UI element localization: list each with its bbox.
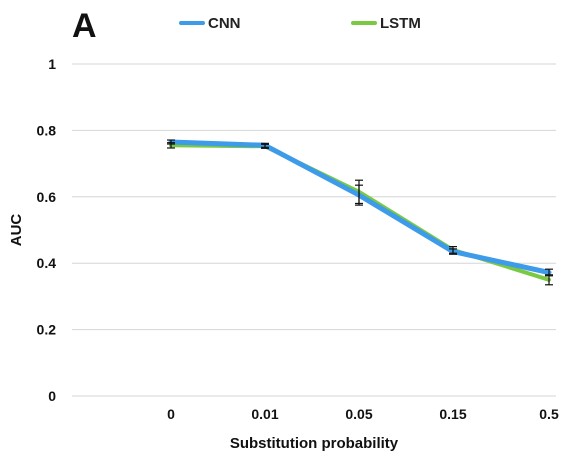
x-tick-label: 0.15 [439, 406, 466, 422]
error-bar-cnn [167, 139, 175, 145]
legend-label-cnn: CNN [208, 15, 241, 32]
error-bars [167, 139, 553, 286]
y-tick-label: 1 [48, 56, 56, 72]
x-axis-title: Substitution probability [230, 435, 399, 452]
legend-label-lstm: LSTM [380, 15, 421, 32]
legend: CNN LSTM [179, 15, 421, 32]
x-tick-label: 0 [167, 406, 175, 422]
error-bar-cnn [545, 268, 553, 277]
y-tick-label: 0.2 [37, 322, 57, 338]
x-tick-label: 0.01 [251, 406, 278, 422]
error-bar-cnn [449, 248, 457, 255]
x-tick-labels: 0 0.01 0.05 0.15 0.5 [167, 406, 559, 422]
panel-label: A [72, 7, 97, 45]
y-tick-label: 0 [48, 388, 56, 404]
series-lines [168, 139, 552, 282]
y-tick-labels: 0 0.2 0.4 0.6 0.8 1 [37, 56, 57, 404]
y-axis-title: AUC [8, 214, 25, 247]
y-tick-label: 0.8 [37, 122, 57, 138]
x-tick-label: 0.05 [345, 406, 372, 422]
y-tick-label: 0.6 [37, 189, 57, 205]
error-bar-cnn [261, 142, 269, 148]
grid-lines [72, 63, 556, 397]
series-line-cnn [168, 139, 552, 275]
error-bar-cnn [355, 184, 363, 206]
x-tick-label: 0.5 [539, 406, 559, 422]
y-tick-label: 0.4 [37, 255, 57, 271]
